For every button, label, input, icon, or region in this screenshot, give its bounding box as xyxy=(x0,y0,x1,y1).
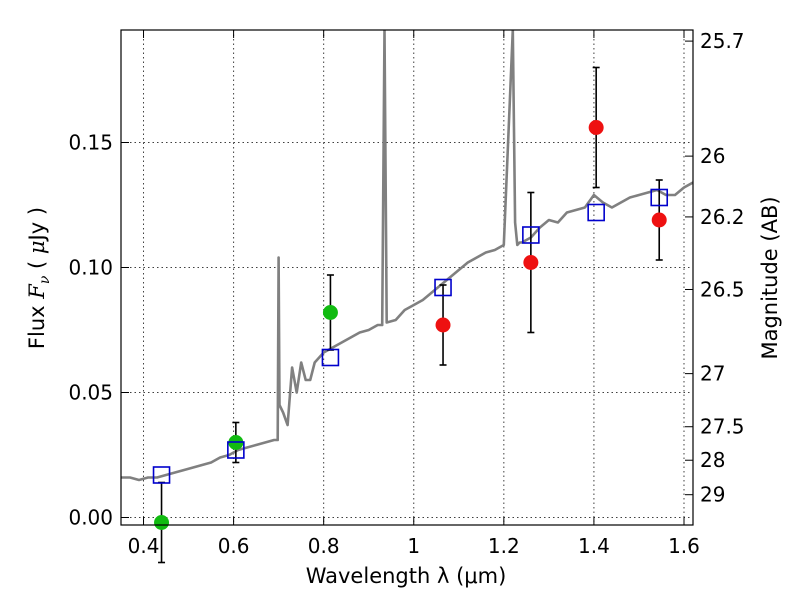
plot-frame xyxy=(120,29,694,526)
data-point-red xyxy=(523,255,539,270)
data-point-green xyxy=(154,515,170,530)
magnitude-tick-label: 26.5 xyxy=(700,277,745,301)
magnitude-tick-label: 26.2 xyxy=(700,205,745,229)
x-tick-label: 1.6 xyxy=(668,534,700,558)
x-tick-label: 0.6 xyxy=(218,534,250,558)
x-tick-label: 0.4 xyxy=(128,534,160,558)
x-tick-label: 1.4 xyxy=(578,534,610,558)
y-axis-label: Flux Fν ( μJy ) xyxy=(25,207,53,349)
grid-lines xyxy=(121,30,693,525)
data-point-red xyxy=(588,120,604,135)
y-tick-label: 0.10 xyxy=(68,256,113,280)
model-square xyxy=(321,348,340,367)
x-tick-label: 1 xyxy=(407,534,420,558)
x-tick-label: 0.8 xyxy=(308,534,340,558)
model-square xyxy=(587,203,605,222)
y-tick-label: 0.15 xyxy=(68,131,113,155)
marker-layer xyxy=(152,120,669,530)
data-point-green xyxy=(322,305,338,320)
magnitude-tick-label: 28 xyxy=(700,448,725,472)
model-square xyxy=(152,466,171,484)
y2-axis-label: Magnitude (AB) xyxy=(758,196,782,359)
model-square xyxy=(522,226,540,244)
spectrum-line xyxy=(121,30,693,482)
data-point-red xyxy=(651,212,667,228)
model-square xyxy=(650,188,669,207)
spectrum-layer xyxy=(121,30,693,482)
magnitude-tick-label: 29 xyxy=(700,483,725,507)
axis-ticks: 0.4 0.6 0.8 1 1.2 1.4 1.6 0.00 0.05 0.10 0.15 25.7 2… xyxy=(68,29,744,558)
y-tick-label: 0.00 xyxy=(68,506,113,530)
model-square xyxy=(227,441,245,459)
magnitude-tick-label: 26 xyxy=(700,144,725,168)
magnitude-tick-label: 27 xyxy=(700,362,725,386)
magnitude-tick-label: 27.5 xyxy=(700,415,745,439)
data-point-red xyxy=(435,317,451,333)
x-tick-label: 1.2 xyxy=(488,534,520,558)
x-axis-label: Wavelength λ (μm) xyxy=(306,564,507,588)
model-square xyxy=(434,278,452,297)
y-tick-label: 0.05 xyxy=(68,381,113,405)
magnitude-tick-label: 25.7 xyxy=(700,29,745,53)
